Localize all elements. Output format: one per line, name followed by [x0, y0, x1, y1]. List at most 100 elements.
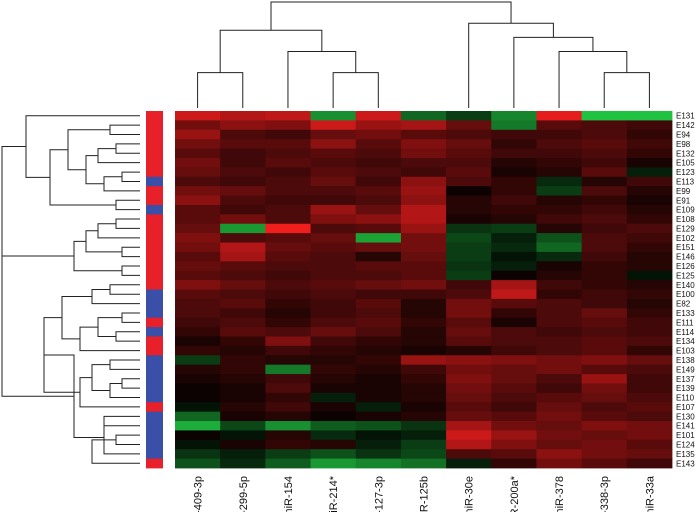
heatmap-cell	[446, 270, 492, 281]
heatmap-cell	[310, 430, 357, 441]
row-label: E146	[676, 253, 695, 262]
heatmap-cell	[581, 139, 628, 149]
heatmap-cell	[355, 242, 402, 253]
heatmap-cell	[355, 204, 402, 215]
heatmap-cell	[581, 120, 628, 131]
heatmap-cell	[175, 411, 221, 422]
heatmap-cell	[581, 430, 628, 441]
heatmap-cell	[400, 148, 447, 159]
row-group-marker	[146, 411, 163, 422]
heatmap-cell	[400, 242, 447, 253]
heatmap-cell	[491, 223, 537, 234]
heatmap-cell	[581, 402, 628, 413]
heatmap-cell	[446, 223, 492, 234]
heatmap-cell	[626, 327, 673, 337]
heatmap-cell	[581, 280, 628, 290]
heatmap-cell	[491, 439, 537, 450]
heatmap-cell	[265, 317, 311, 328]
heatmap-cell	[310, 242, 357, 253]
heatmap-cell	[581, 129, 628, 140]
row-label: E134	[676, 337, 695, 346]
dendrogram-branch	[219, 29, 323, 73]
heatmap-cell	[310, 317, 357, 328]
heatmap-cell	[626, 458, 673, 469]
row-group-bar	[146, 111, 163, 469]
heatmap-cell	[175, 458, 221, 469]
heatmap-cell	[446, 111, 492, 121]
heatmap-cell	[310, 214, 357, 225]
heatmap-cell	[581, 439, 628, 450]
column-labels: miR-409-3p miR-299-5p miR-154 miR-214* miR-1…	[193, 475, 657, 512]
heatmap-cell	[265, 336, 311, 347]
heatmap-cell	[581, 204, 628, 215]
heatmap-cell	[400, 251, 447, 262]
heatmap-cell	[220, 364, 266, 375]
heatmap-cell	[536, 111, 583, 121]
heatmap-cell	[626, 195, 673, 206]
heatmap-cell	[491, 317, 537, 328]
heatmap-cell	[446, 308, 492, 319]
heatmap-cell	[355, 402, 402, 413]
column-label: miR-409-3p	[193, 476, 205, 512]
heatmap-cell	[536, 317, 583, 328]
row-group-marker	[146, 402, 163, 413]
heatmap-cell	[310, 167, 357, 178]
heatmap-cell	[175, 157, 221, 168]
heatmap-cell	[175, 289, 221, 300]
heatmap-cell	[626, 430, 673, 441]
heatmap-cell	[220, 374, 266, 384]
heatmap-cell	[400, 308, 447, 319]
dendrogram-branch	[109, 359, 140, 370]
heatmap-cell	[355, 214, 402, 225]
heatmap-cell	[400, 336, 447, 347]
heatmap-cell	[536, 261, 583, 272]
heatmap-cell	[536, 374, 583, 384]
heatmap-cell	[265, 458, 311, 469]
dendrogram-branch	[103, 421, 140, 455]
heatmap-cell	[310, 345, 357, 356]
heatmap-cell	[626, 317, 673, 328]
heatmap-cell	[310, 148, 357, 159]
heatmap-cell	[220, 458, 266, 469]
heatmap-cell	[220, 204, 266, 215]
heatmap-cell	[220, 111, 266, 121]
heatmap-cell	[175, 148, 221, 159]
row-label: E99	[676, 187, 691, 196]
heatmap-cell	[355, 195, 402, 206]
row-label: E113	[676, 177, 695, 186]
row-group-marker	[146, 327, 163, 337]
heatmap-cell	[220, 280, 266, 290]
heatmap-cell	[581, 298, 628, 309]
row-group-marker	[146, 214, 163, 225]
row-group-marker	[146, 383, 163, 394]
heatmap-cell	[175, 167, 221, 178]
heatmap-cell	[491, 167, 537, 178]
heatmap-cell	[355, 148, 402, 159]
heatmap-cell	[581, 261, 628, 272]
heatmap-cell	[175, 233, 221, 243]
heatmap-cell	[491, 214, 537, 225]
heatmap-cell	[220, 449, 266, 459]
heatmap-cell	[626, 223, 673, 234]
heatmap-cell	[220, 120, 266, 131]
row-label: E111	[676, 318, 694, 327]
dendrogram-branch	[79, 326, 140, 352]
heatmap-cell	[220, 139, 266, 149]
row-group-marker	[146, 167, 163, 178]
heatmap-cell	[581, 270, 628, 281]
heatmap-cell	[310, 383, 357, 394]
heatmap-cell	[310, 157, 357, 168]
row-label: E137	[676, 375, 695, 384]
heatmap-cell	[491, 374, 537, 384]
heatmap-cell	[265, 233, 311, 243]
heatmap-cell	[265, 289, 311, 300]
heatmap-cell	[626, 355, 673, 366]
dendrogram-branch	[49, 149, 116, 206]
heatmap-cell	[400, 392, 447, 403]
heatmap-cell	[626, 402, 673, 413]
row-group-marker	[146, 392, 163, 403]
heatmap-cell	[581, 186, 628, 196]
heatmap-cell	[355, 449, 402, 459]
heatmap-cell	[536, 129, 583, 140]
heatmap-cell	[220, 439, 266, 450]
